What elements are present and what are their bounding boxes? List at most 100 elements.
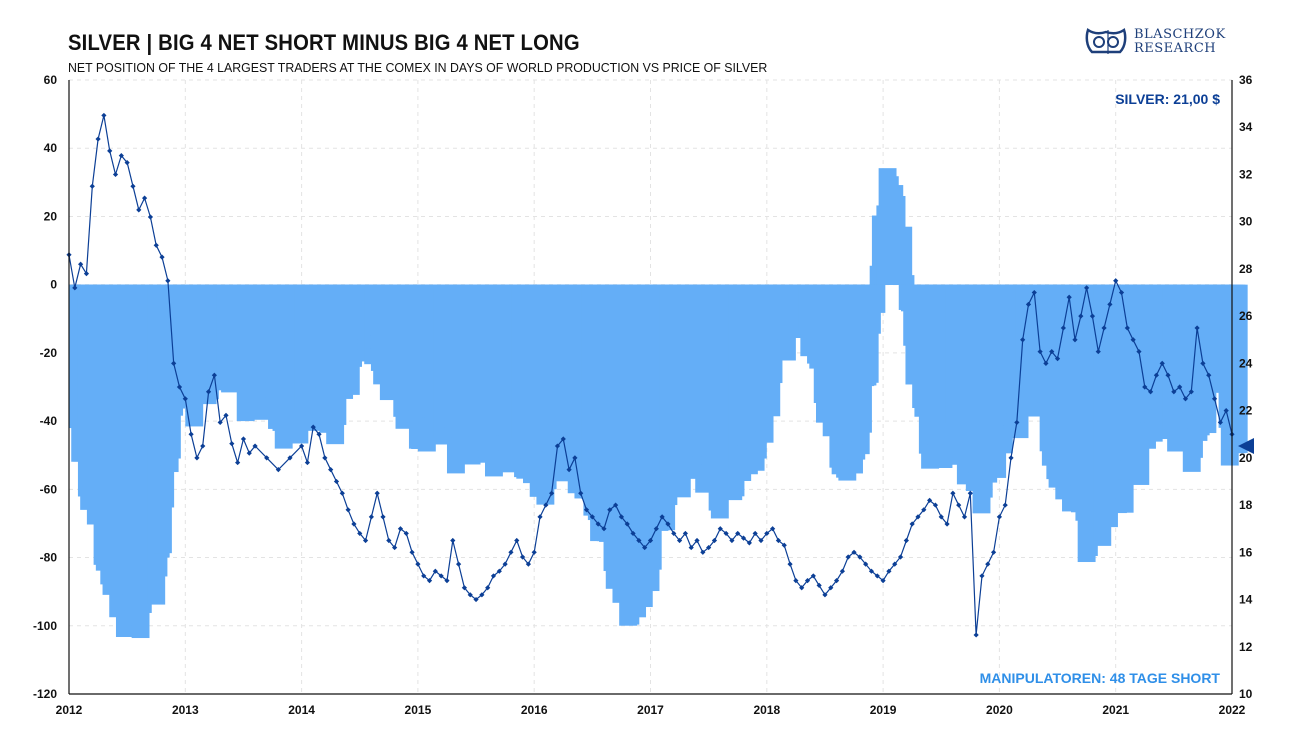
price-marker [485,585,491,591]
price-marker [333,478,340,485]
price-marker [979,573,985,579]
y-left-tick-label: -60 [40,482,58,496]
price-marker [264,455,270,461]
price-marker [432,568,438,574]
price-marker [589,514,595,520]
price-marker [89,183,95,189]
price-marker [328,467,334,473]
price-marker [1078,313,1084,319]
price-marker [165,278,171,284]
price-marker [618,514,625,520]
price-marker [775,537,782,544]
price-marker [362,537,369,544]
price-marker [107,148,113,154]
price-marker [642,544,648,551]
price-marker [456,561,462,567]
price-marker [188,431,194,437]
price-marker [886,568,892,574]
price-marker [543,502,549,508]
price-marker [1153,372,1160,378]
y-right-tick-label: 30 [1239,215,1253,229]
price-marker [246,450,252,456]
price-marker [636,537,642,544]
price-marker [1014,419,1020,426]
price-marker [147,214,154,220]
x-tick-label: 2014 [288,703,315,717]
axes: 60 40 20 0 -20 -40 -60 -80 -100 -120 36 34 32 30 28 26 2… [33,73,1254,717]
x-tick-label: 2020 [986,703,1013,717]
y-left-tick-label: -100 [33,619,57,633]
price-marker [961,514,968,520]
price-marker [176,384,183,390]
silver-price-label: SILVER: 21,00 $ [1115,91,1220,107]
price-marker [927,497,933,503]
price-marker [578,490,584,496]
price-marker [839,568,845,574]
price-marker [467,592,473,598]
price-marker [973,632,979,638]
price-marker [1142,384,1148,390]
price-marker [310,424,316,430]
price-marker [1171,389,1177,395]
price-marker [880,578,886,584]
price-marker [421,573,427,579]
x-tick-label: 2016 [521,703,548,717]
price-marker [118,152,124,159]
y-right-tick-label: 10 [1239,687,1253,701]
price-marker [525,561,531,567]
price-marker [1060,325,1066,331]
y-right-tick-label: 24 [1239,356,1253,370]
logo-line2: RESEARCH [1134,41,1217,56]
price-marker [1066,294,1072,300]
y-right-tick-label: 22 [1239,404,1253,418]
price-marker [746,540,752,546]
y-right-tick-label: 14 [1239,593,1253,607]
price-marker [304,459,311,466]
price-marker [787,561,793,567]
price-marker [950,490,956,496]
y-left-tick-label: 20 [44,209,58,223]
price-marker [508,549,514,555]
price-marker [171,360,177,366]
y-right-tick-label: 16 [1239,545,1253,559]
y-left-tick-label: -80 [40,551,58,565]
price-marker [956,502,962,508]
price-marker [194,455,200,461]
price-marker [566,467,572,473]
price-marker [1043,360,1049,366]
price-marker [531,549,537,555]
price-marker [740,535,747,541]
price-marker [397,526,404,532]
price-marker [339,490,345,496]
price-marker [200,443,206,449]
price-marker [461,585,468,591]
price-marker [630,530,636,537]
line-series [66,112,1235,638]
price-marker [903,537,909,544]
price-marker [560,436,566,442]
price-marker [967,490,973,496]
price-marker [793,578,799,584]
bar [896,275,915,285]
price-marker [554,443,561,449]
price-marker [1223,408,1229,414]
price-marker [112,171,119,178]
x-tick-label: 2021 [1102,703,1129,717]
price-marker [95,136,101,142]
price-marker [723,530,729,537]
price-marker [409,549,415,555]
price-marker [380,514,386,520]
price-marker [182,396,188,402]
price-marker [729,537,735,544]
price-marker [1206,372,1212,378]
x-tick-label: 2022 [1219,703,1246,717]
bar [1229,284,1248,453]
price-marker [938,514,944,520]
price-marker [833,578,840,584]
price-marker [595,521,601,527]
price-marker [1101,325,1107,331]
price-marker [770,526,776,532]
y-right-tick-label: 18 [1239,498,1253,512]
price-marker [1182,396,1189,402]
price-marker [415,561,421,567]
